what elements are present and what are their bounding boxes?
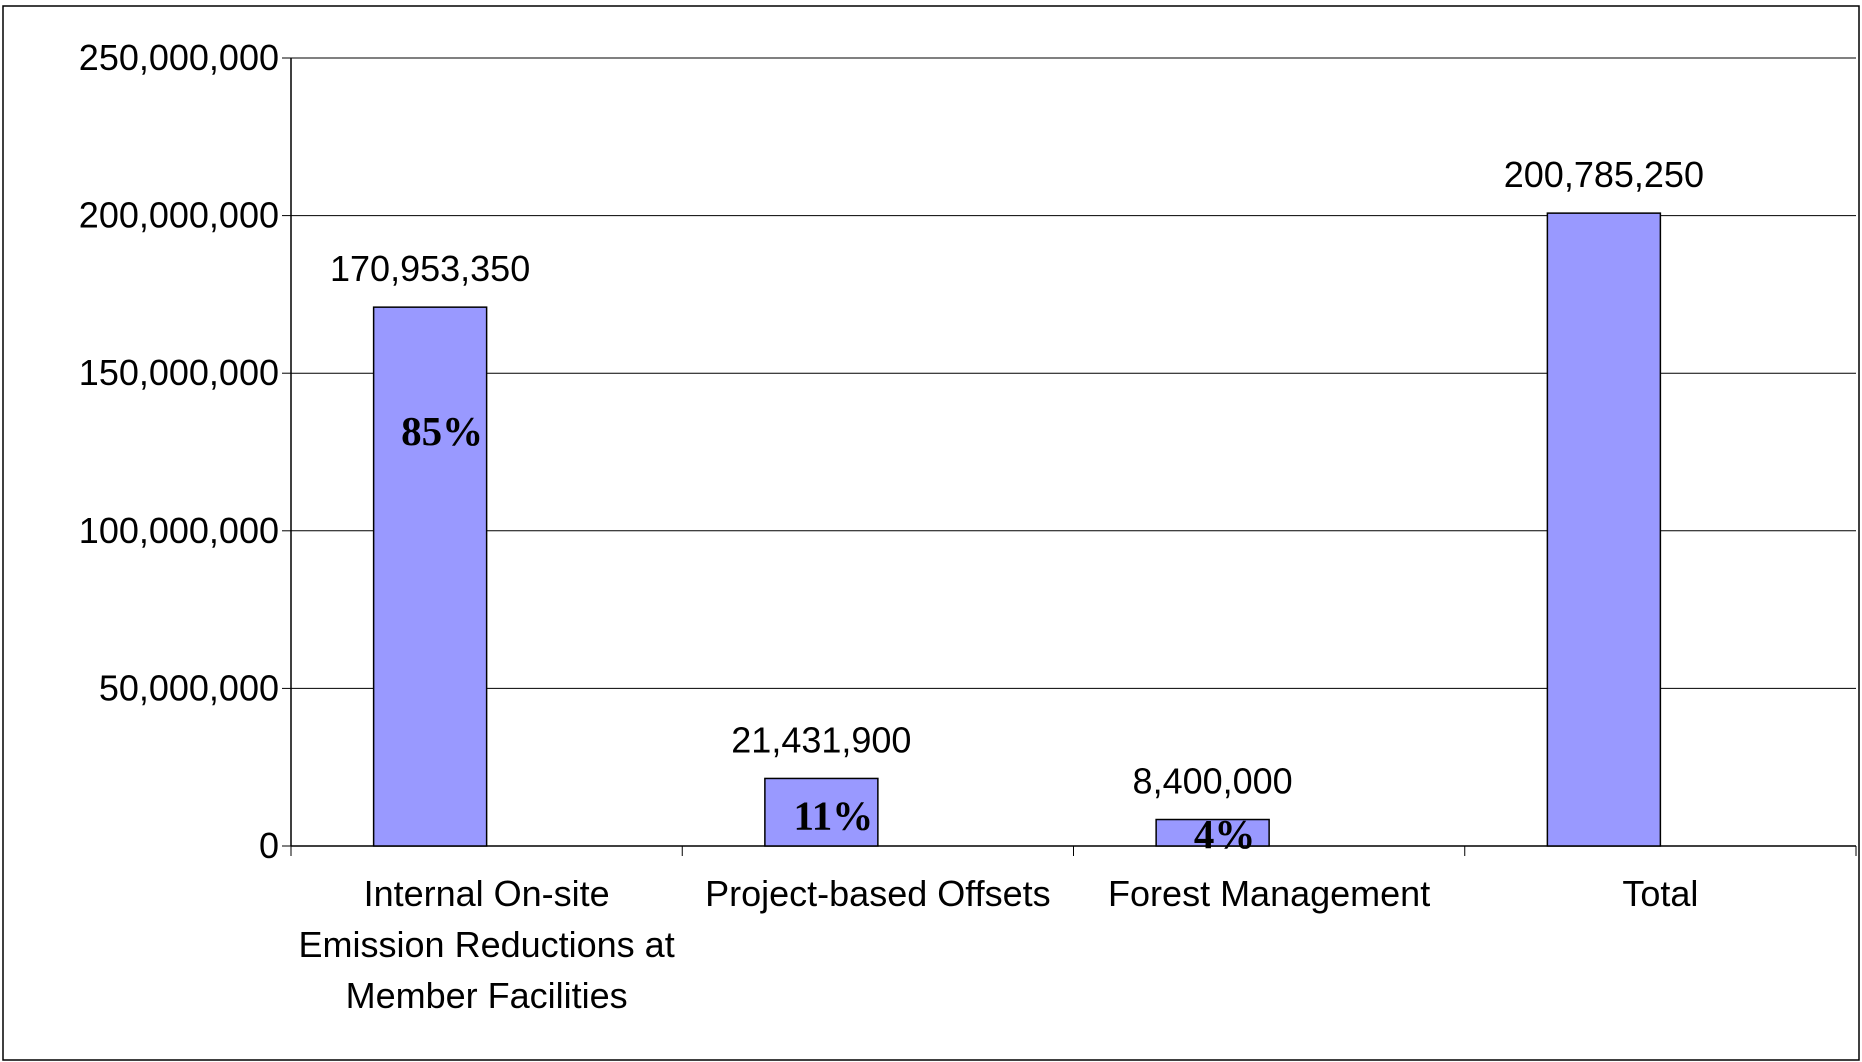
y-tick-label: 100,000,000 (79, 510, 279, 551)
bar (372, 306, 488, 847)
x-tick-label-box: Forest Management (1108, 873, 1431, 914)
bar (1546, 212, 1662, 847)
value-label: 170,953,350 (330, 248, 530, 289)
x-tick-label-box: Total (1622, 873, 1699, 914)
value-label: 8,400,000 (1133, 761, 1293, 802)
x-tick-label-box: Internal On-site Emission Reductions at … (298, 873, 675, 1016)
x-tick-label: Project-based Offsets (705, 873, 1051, 914)
x-tick-label: Internal On-site Emission Reductions at … (298, 873, 675, 1016)
x-tick-label-box: Project-based Offsets (705, 873, 1051, 914)
value-label: 200,785,250 (1504, 154, 1704, 195)
y-tick-label: 0 (259, 825, 279, 866)
bar (764, 777, 879, 847)
share-label: 11% (794, 793, 874, 839)
y-tick-label: 50,000,000 (99, 667, 279, 708)
share-label: 4% (1194, 811, 1256, 857)
y-tick-label: 200,000,000 (79, 195, 279, 236)
share-label: 85% (401, 408, 483, 454)
bar (1155, 818, 1270, 847)
y-tick-label: 250,000,000 (79, 37, 279, 78)
x-tick-label: Total (1622, 873, 1699, 914)
x-tick-label: Forest Management (1108, 873, 1431, 914)
y-tick-label: 150,000,000 (79, 352, 279, 393)
value-label: 21,431,900 (731, 719, 911, 760)
